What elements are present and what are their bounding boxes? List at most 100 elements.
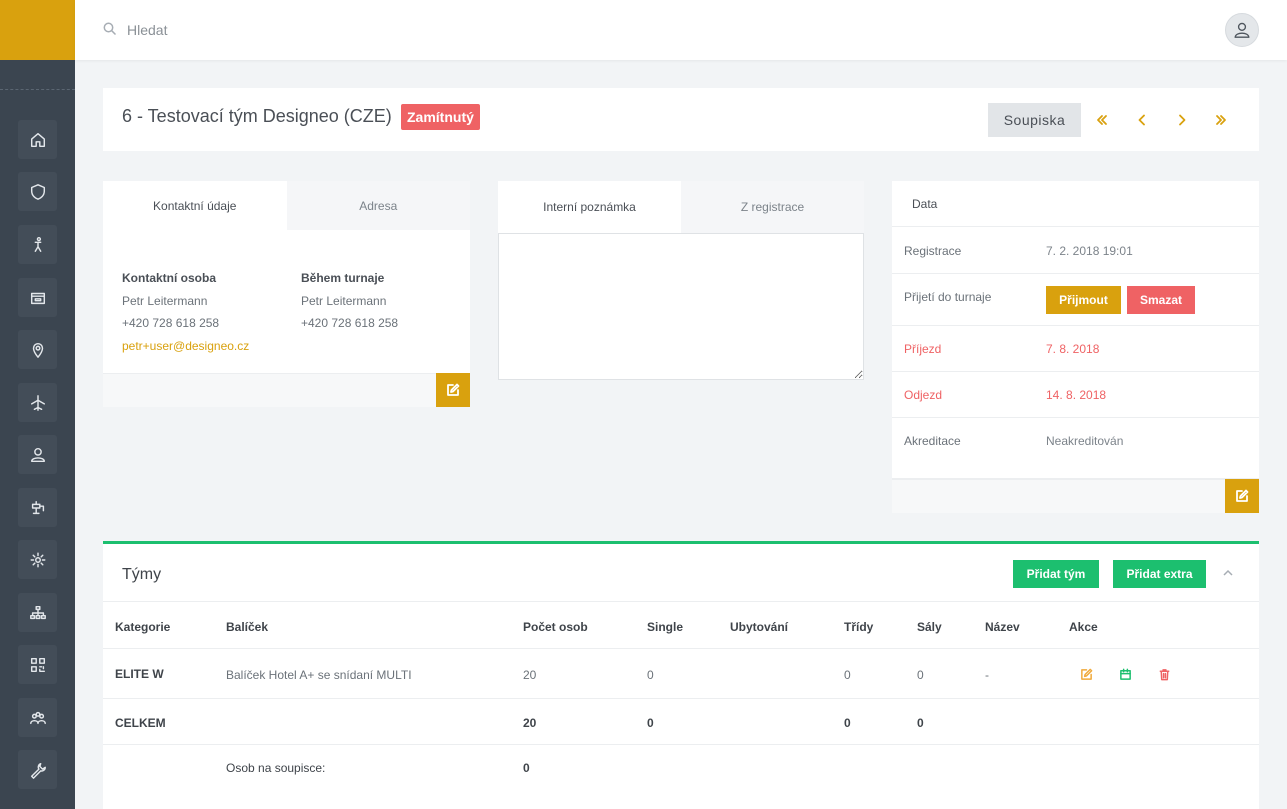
- user-avatar[interactable]: [1225, 13, 1259, 47]
- sidebar-item-groups[interactable]: [18, 698, 57, 737]
- total-persons: 20: [523, 716, 537, 730]
- row-name: -: [985, 668, 989, 682]
- arrival-label: Příjezd: [904, 342, 942, 356]
- header-card: 6 - Testovací tým Designeo (CZE) Zamítnu…: [103, 88, 1259, 151]
- chevrons-left-icon: [1097, 115, 1107, 125]
- col-accommodation: Ubytování: [730, 620, 789, 634]
- sidebar-item-users[interactable]: [18, 435, 57, 474]
- sidebar-item-catering[interactable]: [18, 488, 57, 527]
- calendar-row-button[interactable]: [1116, 665, 1134, 683]
- during-tournament-label: Během turnaje: [301, 271, 385, 285]
- sidebar-item-flights[interactable]: [18, 383, 57, 422]
- contact-person-label: Kontaktní osoba: [122, 271, 217, 285]
- last-page-button[interactable]: [1209, 108, 1233, 132]
- tab-contact-details[interactable]: Kontaktní údaje: [103, 181, 287, 230]
- add-extra-button[interactable]: Přidat extra: [1113, 560, 1206, 588]
- sidebar-item-tools[interactable]: [18, 750, 57, 789]
- total-halls: 0: [917, 716, 924, 730]
- chevrons-right-icon: [1216, 115, 1226, 125]
- inbox-icon: [30, 292, 45, 304]
- sidebar-item-shield[interactable]: [18, 172, 57, 211]
- teams-table-header: Kategorie Balíček Počet osob Single Ubyt…: [103, 601, 1259, 648]
- previous-page-button[interactable]: [1130, 108, 1154, 132]
- col-persons: Počet osob: [523, 620, 588, 634]
- player-icon: [34, 236, 41, 252]
- departure-label: Odjezd: [904, 388, 943, 402]
- roster-button[interactable]: Soupiska: [988, 103, 1081, 137]
- logo[interactable]: [0, 0, 75, 60]
- row-halls: 0: [917, 668, 924, 682]
- data-card: Data Registrace 7. 2. 2018 19:01 Přijetí…: [892, 181, 1259, 513]
- chevron-left-icon: [1138, 114, 1145, 126]
- contact-during-tournament: Během turnaje Petr Leitermann +420 728 6…: [301, 267, 398, 335]
- sidebar-divider: [0, 89, 75, 90]
- sidebar-item-home[interactable]: [18, 120, 57, 159]
- contact-person: Kontaktní osoba Petr Leitermann +420 728…: [122, 267, 249, 357]
- teams-card: Týmy Přidat tým Přidat extra Kategorie B…: [103, 541, 1259, 809]
- tab-address[interactable]: Adresa: [286, 181, 470, 230]
- chevron-up-icon: [1223, 569, 1233, 576]
- sitemap-icon: [29, 605, 46, 619]
- edit-icon: [1080, 668, 1092, 680]
- tab-internal-note[interactable]: Interní poznámka: [498, 181, 681, 233]
- total-row: CELKEM 20 0 0 0: [103, 698, 1259, 744]
- search-input[interactable]: [127, 18, 427, 42]
- col-category: Kategorie: [115, 620, 171, 634]
- roster-label: Osob na soupisce:: [226, 761, 326, 775]
- sidebar-item-locations[interactable]: [18, 330, 57, 369]
- internal-note-textarea[interactable]: [498, 233, 864, 380]
- shield-icon: [30, 183, 45, 200]
- registration-row: Registrace 7. 2. 2018 19:01: [892, 227, 1259, 274]
- home-icon: [30, 132, 45, 147]
- total-classes: 0: [844, 716, 851, 730]
- row-single: 0: [647, 668, 654, 682]
- row-classes: 0: [844, 668, 851, 682]
- edit-icon: [1236, 489, 1249, 502]
- col-halls: Sály: [917, 620, 942, 634]
- edit-data-button[interactable]: [1225, 479, 1259, 513]
- airplane-icon: [30, 394, 45, 411]
- data-card-footer: [892, 479, 1259, 513]
- user-icon: [1234, 22, 1250, 38]
- add-team-button[interactable]: Přidat tým: [1013, 560, 1099, 588]
- user-icon: [30, 447, 45, 462]
- sidebar-item-settings[interactable]: [18, 540, 57, 579]
- delete-registration-button[interactable]: Smazat: [1127, 286, 1195, 314]
- contact-person-email[interactable]: petr+user@designeo.cz: [122, 338, 250, 353]
- delete-row-button[interactable]: [1155, 665, 1173, 683]
- next-page-button[interactable]: [1170, 108, 1194, 132]
- row-persons: 20: [523, 668, 537, 682]
- contact-person-phone: +420 728 618 258: [122, 316, 220, 330]
- collapse-button[interactable]: [1219, 564, 1237, 582]
- gear-icon: [30, 552, 45, 567]
- acceptance-row: Přijetí do turnaje Přijmout Smazat: [892, 274, 1259, 326]
- arrival-value: 7. 8. 2018: [1046, 342, 1100, 356]
- departure-value: 14. 8. 2018: [1046, 388, 1107, 402]
- teams-title: Týmy: [122, 566, 162, 583]
- qr-code-icon: [30, 657, 45, 672]
- col-actions: Akce: [1069, 620, 1098, 634]
- sidebar-item-inbox[interactable]: [18, 278, 57, 317]
- edit-row-button[interactable]: [1077, 665, 1095, 683]
- data-card-title: Data: [892, 181, 1259, 227]
- wrench-icon: [30, 762, 46, 779]
- sidebar: [0, 0, 75, 809]
- sidebar-item-structure[interactable]: [18, 593, 57, 632]
- col-name: Název: [985, 620, 1020, 634]
- calendar-icon: [1119, 668, 1131, 680]
- edit-contact-button[interactable]: [436, 373, 470, 407]
- tab-from-registration[interactable]: Z registrace: [681, 181, 864, 233]
- acceptance-label: Přijetí do turnaje: [904, 290, 992, 304]
- note-tabs: Interní poznámka Z registrace: [498, 181, 864, 233]
- accept-button[interactable]: Přijmout: [1046, 286, 1121, 314]
- roster-row: Osob na soupisce: 0: [103, 744, 1259, 804]
- sidebar-item-qr[interactable]: [18, 645, 57, 684]
- contact-card-footer: [103, 373, 470, 407]
- during-tournament-name: Petr Leitermann: [301, 293, 387, 308]
- roster-value: 0: [523, 761, 530, 775]
- first-page-button[interactable]: [1090, 108, 1114, 132]
- sidebar-item-players[interactable]: [18, 225, 57, 264]
- row-package: Balíček Hotel A+ se snídaní MULTI: [226, 668, 412, 682]
- col-single: Single: [647, 620, 684, 634]
- arrival-row: Příjezd 7. 8. 2018: [892, 326, 1259, 372]
